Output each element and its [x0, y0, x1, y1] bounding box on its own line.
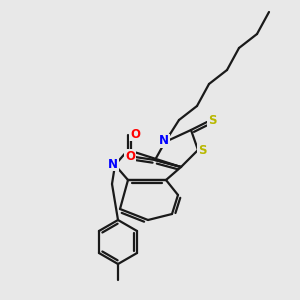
Text: N: N	[108, 158, 118, 170]
Text: S: S	[208, 115, 216, 128]
Text: S: S	[198, 145, 206, 158]
Text: N: N	[159, 134, 169, 148]
Text: O: O	[130, 128, 140, 140]
Text: O: O	[125, 149, 135, 163]
